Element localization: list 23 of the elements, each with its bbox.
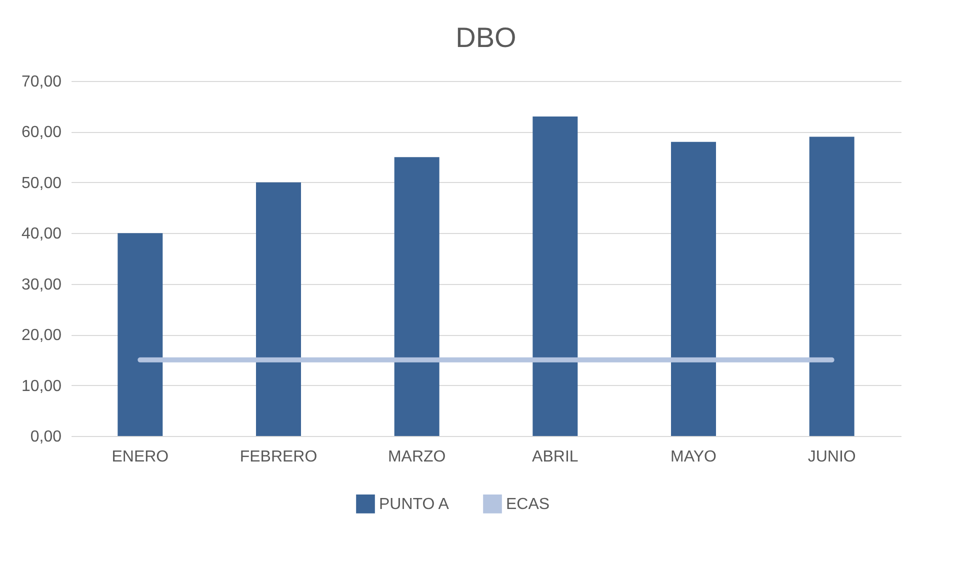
x-tick-label: MAYO [670,448,716,466]
bar [532,116,578,436]
y-tick-label: 50,00 [21,174,62,192]
bar [394,157,440,436]
bar [809,136,854,436]
y-tick-label: 30,00 [21,276,62,294]
bar [118,233,163,436]
chart-title: DBO [456,22,516,53]
y-tick-label: 0,00 [30,428,62,446]
y-tick-label: 60,00 [21,124,62,142]
y-tick-label: 10,00 [21,378,62,395]
x-tick-label: ABRIL [532,448,578,466]
x-tick-label: JUNIO [808,448,856,466]
bar [256,182,301,436]
x-tick-label: ENERO [112,448,169,466]
y-tick-label: 40,00 [21,226,62,243]
y-tick-label: 20,00 [21,327,62,344]
y-tick-label: 70,00 [21,74,62,90]
x-tick-label: FEBRERO [240,448,318,466]
legend-label: ECAS [506,496,550,513]
bar [671,142,716,436]
legend-label: PUNTO A [379,496,450,513]
x-tick-label: MARZO [388,448,446,466]
